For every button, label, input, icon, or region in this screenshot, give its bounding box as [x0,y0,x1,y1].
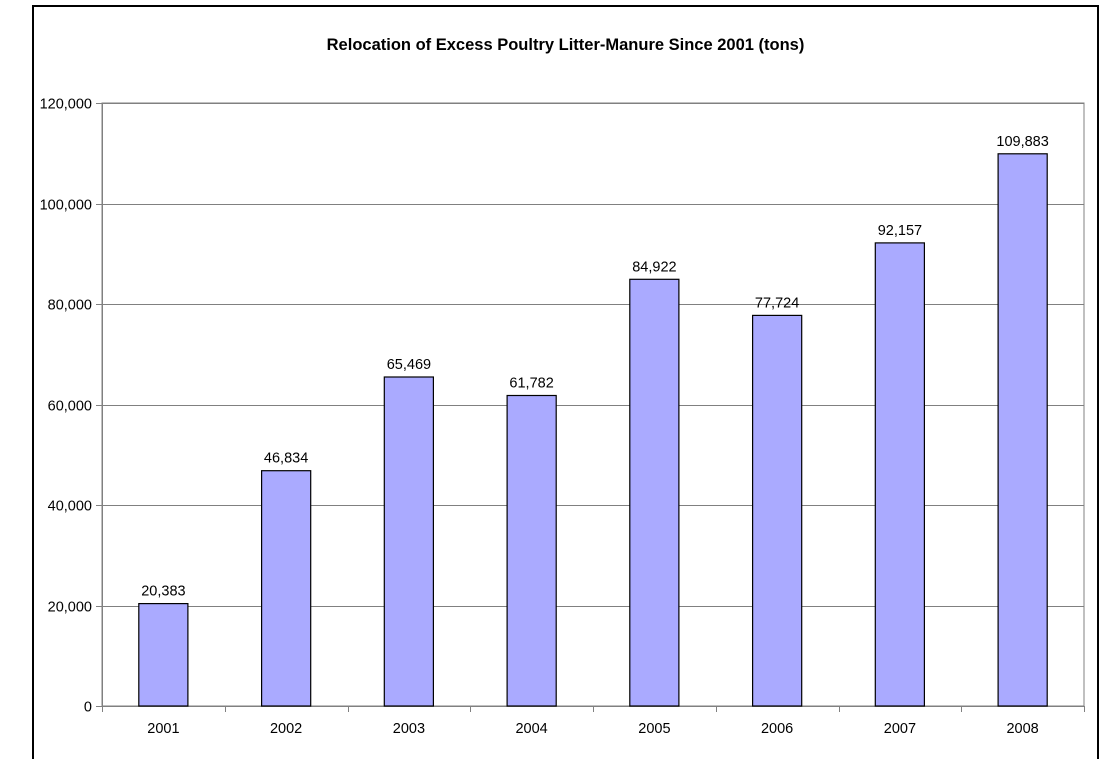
data-labels: 20,383 46,834 65,469 61,782 84,922 77,724 92,1… [141,134,1049,600]
data-label-2006: 77,724 [755,295,799,311]
bar-2004 [506,394,557,707]
y-tick-label: 0 [84,700,92,716]
x-tick-label: 2003 [393,721,425,737]
bar-2006 [751,314,803,707]
chart-title: Relocation of Excess Poultry Litter-Manu… [326,36,805,54]
bar-2008 [997,153,1048,707]
x-tick-label: 2008 [1006,721,1038,737]
data-label-2008: 109,883 [996,134,1048,150]
x-tick-label: 2004 [515,721,547,737]
bar-2007 [874,242,925,707]
y-tick-label: 120,000 [40,97,92,113]
x-tick-label: 2001 [147,721,179,737]
bar-2005 [629,278,680,707]
x-tick-label: 2002 [270,721,302,737]
bar-2003 [383,376,434,707]
x-tick-label: 2006 [761,721,793,737]
bars [138,153,1048,707]
axes: 0 20,000 40,000 60,000 80,000 100,000 120,000 2… [40,97,1085,737]
y-tick-label: 40,000 [48,499,92,515]
bar-2002 [261,470,312,707]
y-tick-label: 80,000 [48,298,92,314]
data-label-2002: 46,834 [264,451,308,467]
data-label-2003: 65,469 [387,357,431,373]
data-label-2005: 84,922 [632,259,676,275]
y-tick-label: 60,000 [48,399,92,415]
plot-area-border [101,102,1085,707]
gridlines [101,102,1085,707]
y-tick-label: 100,000 [40,198,92,214]
data-label-2004: 61,782 [509,376,553,392]
data-label-2001: 20,383 [141,584,185,600]
y-tick-label: 20,000 [48,600,92,616]
data-label-2007: 92,157 [878,223,922,239]
bar-2001 [138,602,189,707]
x-tick-label: 2005 [638,721,670,737]
x-tick-label: 2007 [884,721,916,737]
